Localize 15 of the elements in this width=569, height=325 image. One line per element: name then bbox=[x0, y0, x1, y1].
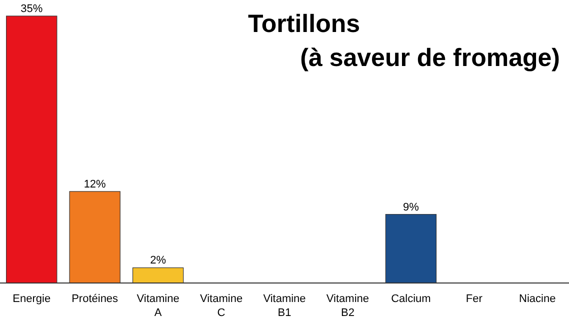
data-label: 2% bbox=[150, 254, 166, 267]
x-tick-label: Vitamine B2 bbox=[326, 293, 370, 319]
text: (à saveur de fromage) bbox=[300, 44, 560, 72]
data-label: 12% bbox=[84, 178, 106, 190]
x-tick-label: Vitamine C bbox=[200, 293, 243, 319]
x-tick-label: Protéines bbox=[72, 293, 119, 305]
data-label: 35% bbox=[20, 3, 43, 15]
x-tick-label: Calcium bbox=[391, 293, 431, 305]
x-tick-label: Niacine bbox=[519, 293, 556, 305]
x-tick-label: Vitamine B1 bbox=[263, 293, 306, 319]
data-label: 9% bbox=[402, 201, 420, 214]
chart-title: Tortillons bbox=[248, 10, 360, 38]
x-tick-label: Energie bbox=[12, 293, 51, 305]
x-tick-label: Vitamine A bbox=[136, 293, 180, 319]
x-tick-label: Fer bbox=[466, 293, 483, 305]
